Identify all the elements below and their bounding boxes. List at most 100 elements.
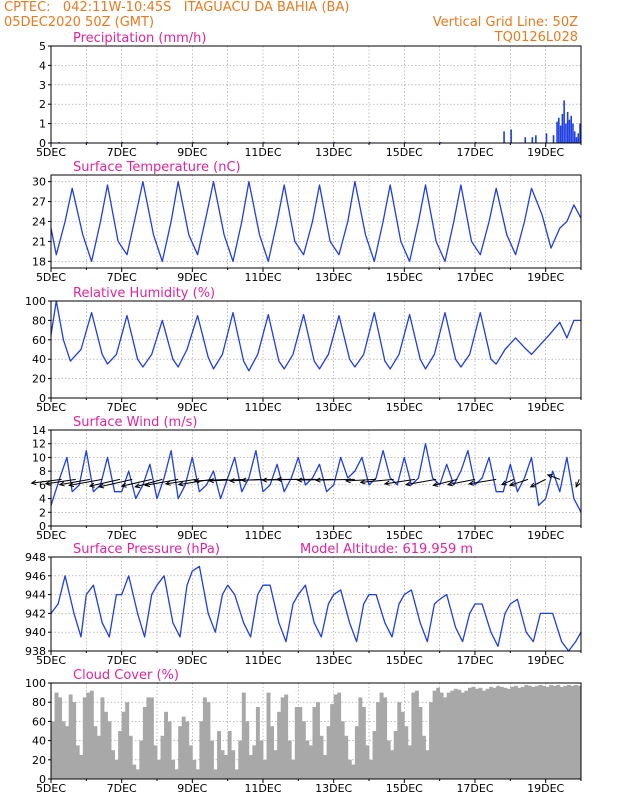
- panel-frame: [50, 174, 582, 269]
- bar: [379, 692, 384, 779]
- bar: [241, 692, 246, 779]
- y-tick-label: 80: [32, 696, 46, 709]
- series-line: [50, 565, 582, 652]
- bar: [252, 745, 257, 779]
- bar: [404, 726, 409, 779]
- bar: [344, 735, 349, 779]
- y-tick-label: 30: [32, 176, 46, 189]
- panel-4: [48, 556, 582, 655]
- bar: [68, 694, 73, 779]
- panel-annotation: Model Altitude: 619.959 m: [300, 542, 473, 557]
- bar: [570, 115, 572, 143]
- wind-vector: [209, 478, 246, 482]
- bar: [75, 745, 80, 779]
- bar: [485, 688, 490, 779]
- y-tick-label: 18: [32, 255, 46, 268]
- wind-vector-head: [177, 481, 184, 487]
- bar: [561, 113, 564, 143]
- x-tick-label: 5DEC: [36, 654, 66, 667]
- bar: [298, 707, 303, 779]
- x-tick-label: 11DEC: [244, 654, 281, 667]
- y-tick-label: 948: [25, 551, 46, 564]
- x-tick-label: 11DEC: [244, 782, 281, 795]
- bar: [132, 764, 137, 779]
- bar: [104, 711, 108, 779]
- x-tick-label: 13DEC: [315, 782, 352, 795]
- x-tick-label: 11DEC: [244, 271, 281, 284]
- wind-vector: [384, 478, 416, 485]
- wind-vector-head: [120, 482, 127, 488]
- bar: [114, 759, 119, 779]
- x-tick-label: 5DEC: [36, 146, 66, 159]
- bar: [393, 731, 398, 779]
- wind-vector-head: [88, 482, 95, 488]
- bar: [202, 697, 207, 779]
- x-tick-label: 11DEC: [244, 146, 281, 159]
- bar: [51, 721, 55, 779]
- bar: [531, 686, 536, 779]
- y-tick-label: 2: [39, 98, 46, 111]
- panel-frame: [50, 45, 582, 144]
- bar: [575, 137, 578, 143]
- wind-vector-head: [314, 477, 321, 483]
- wind-vector-head: [446, 481, 453, 487]
- x-tick-label: 17DEC: [456, 146, 493, 159]
- panel-3: [30, 429, 582, 530]
- x-tick-label: 19DEC: [527, 271, 564, 284]
- bar: [542, 685, 547, 779]
- bar: [464, 690, 469, 779]
- bar: [450, 690, 455, 779]
- bar: [513, 685, 518, 779]
- bar: [397, 702, 402, 779]
- bar: [390, 750, 395, 779]
- wind-vector: [165, 478, 196, 485]
- bar: [457, 689, 462, 779]
- bar: [460, 692, 465, 779]
- bar: [552, 685, 557, 779]
- bar: [82, 697, 87, 779]
- bar: [340, 721, 345, 779]
- bar: [174, 769, 179, 779]
- bar: [369, 759, 373, 779]
- panel-frame: [50, 556, 582, 652]
- y-tick-label: 21: [32, 235, 46, 248]
- y-tick-label: 946: [25, 570, 46, 583]
- header-title-line2: 05DEC2020 50Z (GMT): [4, 15, 155, 30]
- wind-vector-head: [508, 481, 516, 487]
- bar: [270, 726, 274, 779]
- bar: [234, 769, 239, 779]
- bar: [372, 731, 377, 779]
- bar: [171, 759, 176, 779]
- bar: [231, 750, 236, 779]
- bar: [432, 690, 437, 779]
- bar: [545, 686, 550, 779]
- x-tick-label: 5DEC: [36, 782, 66, 795]
- y-tick-label: 2: [39, 506, 46, 519]
- bar: [471, 686, 476, 779]
- x-tick-label: 17DEC: [456, 271, 493, 284]
- x-tick-label: 5DEC: [36, 271, 66, 284]
- bar: [291, 759, 296, 779]
- wind-vector: [89, 478, 121, 487]
- y-tick-label: 942: [25, 607, 46, 620]
- x-tick-label: 11DEC: [244, 401, 281, 414]
- bar: [552, 135, 555, 143]
- y-tick-label: 40: [32, 735, 46, 748]
- y-tick-label: 0: [39, 392, 46, 405]
- bar: [227, 731, 232, 779]
- wind-vector: [145, 478, 179, 486]
- x-tick-label: 7DEC: [107, 529, 137, 542]
- bar: [566, 684, 571, 779]
- bar: [284, 694, 289, 779]
- bar: [333, 694, 338, 779]
- bar: [164, 711, 168, 779]
- x-tick-label: 17DEC: [456, 529, 493, 542]
- bar: [568, 119, 571, 143]
- bar: [577, 685, 582, 779]
- wind-vector: [69, 478, 103, 486]
- bar: [565, 123, 567, 143]
- bar: [93, 726, 98, 779]
- bar: [422, 735, 426, 779]
- bar: [220, 750, 225, 779]
